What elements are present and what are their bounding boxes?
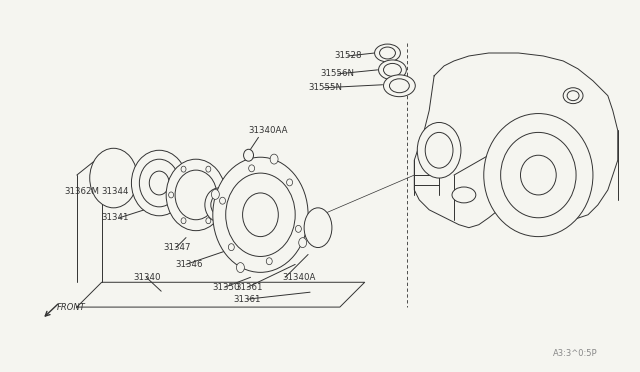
Ellipse shape	[567, 91, 579, 101]
Ellipse shape	[452, 187, 476, 203]
Ellipse shape	[243, 193, 278, 237]
Ellipse shape	[140, 159, 179, 207]
Ellipse shape	[236, 263, 244, 273]
Ellipse shape	[205, 188, 233, 222]
Ellipse shape	[218, 192, 223, 198]
Ellipse shape	[206, 218, 211, 224]
Ellipse shape	[249, 165, 255, 172]
Text: 31361: 31361	[236, 283, 263, 292]
Text: 31361: 31361	[234, 295, 261, 304]
Text: 31362M: 31362M	[64, 187, 99, 196]
Text: 31350: 31350	[213, 283, 240, 292]
Text: FRONT: FRONT	[57, 302, 86, 312]
Ellipse shape	[491, 137, 527, 164]
Text: 31340A: 31340A	[282, 273, 316, 282]
Ellipse shape	[484, 113, 593, 237]
Ellipse shape	[149, 171, 169, 195]
Ellipse shape	[378, 60, 406, 80]
Ellipse shape	[520, 155, 556, 195]
Text: 31346: 31346	[175, 260, 203, 269]
Ellipse shape	[287, 179, 292, 186]
Ellipse shape	[383, 75, 415, 97]
Ellipse shape	[266, 258, 272, 265]
Text: 31341: 31341	[102, 213, 129, 222]
Ellipse shape	[181, 166, 186, 172]
Ellipse shape	[226, 173, 295, 256]
Ellipse shape	[304, 208, 332, 247]
Text: 31556N: 31556N	[320, 69, 354, 78]
Ellipse shape	[383, 63, 401, 76]
Ellipse shape	[296, 225, 301, 232]
Ellipse shape	[417, 122, 461, 178]
Ellipse shape	[380, 47, 396, 59]
Ellipse shape	[166, 159, 226, 231]
Ellipse shape	[181, 218, 186, 224]
Ellipse shape	[563, 88, 583, 104]
Ellipse shape	[299, 238, 307, 248]
Ellipse shape	[206, 166, 211, 172]
Ellipse shape	[220, 197, 225, 204]
Ellipse shape	[228, 244, 234, 251]
Ellipse shape	[131, 150, 187, 216]
Text: 31344: 31344	[102, 187, 129, 196]
Text: 31340: 31340	[133, 273, 161, 282]
Ellipse shape	[175, 170, 217, 220]
Ellipse shape	[270, 154, 278, 164]
Ellipse shape	[211, 195, 227, 215]
Text: A3:3^0:5P: A3:3^0:5P	[553, 349, 598, 358]
Ellipse shape	[90, 148, 138, 208]
Ellipse shape	[425, 132, 453, 168]
Text: 31347: 31347	[163, 243, 191, 252]
Ellipse shape	[168, 192, 173, 198]
Ellipse shape	[498, 141, 520, 159]
Ellipse shape	[211, 189, 220, 199]
Text: 31555N: 31555N	[308, 83, 342, 92]
Ellipse shape	[244, 149, 253, 161]
Ellipse shape	[374, 44, 401, 62]
Ellipse shape	[390, 79, 410, 93]
Ellipse shape	[213, 157, 308, 272]
Ellipse shape	[500, 132, 576, 218]
Text: 31340AA: 31340AA	[248, 126, 288, 135]
Text: 31528: 31528	[334, 51, 362, 61]
